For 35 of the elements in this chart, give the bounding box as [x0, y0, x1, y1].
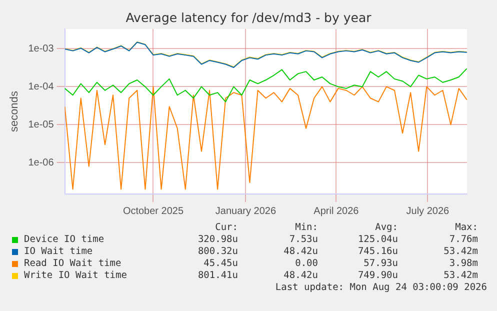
text: 3.98m [448, 258, 478, 270]
text: 48.42u [282, 246, 318, 258]
text: 320.98u [196, 234, 238, 246]
text: Cur: [214, 222, 238, 234]
x-tick-label: April 2026 [314, 206, 360, 217]
text: 0.00 [294, 258, 318, 270]
text: Avg: [374, 222, 398, 234]
text: 53.42m [442, 270, 478, 282]
y-axis-title: seconds [8, 90, 21, 132]
legend-label: Read IO Wait time [23, 258, 122, 270]
text: 57.93u [362, 258, 398, 270]
text: Max: [454, 222, 478, 234]
y-tick-label: 1e-03 [28, 43, 54, 54]
text: 7.53u [288, 234, 318, 246]
y-tick-label: 1e-05 [28, 119, 54, 130]
text: 125.04u [356, 234, 398, 246]
text: 7.76m [448, 234, 478, 246]
y-tick-label: 1e-04 [28, 81, 54, 92]
text: 53.42m [442, 246, 478, 258]
x-tick-label: January 2026 [215, 206, 276, 217]
chart-title: Average latency for /dev/md3 - by year [124, 10, 372, 25]
text: 48.42u [282, 270, 318, 282]
x-tick-label: October 2025 [122, 206, 184, 217]
legend-label: Device IO time [23, 234, 106, 246]
text: Last update: Mon Aug 24 03:00:09 2026 [274, 282, 488, 294]
text: Min: [294, 222, 318, 234]
x-tick-label: July 2026 [406, 206, 450, 217]
text: 801.41u [196, 270, 238, 282]
y-tick-label: 1e-06 [28, 157, 54, 168]
text: 800.32u [196, 246, 238, 258]
legend-label: Write IO Wait time [23, 270, 128, 282]
text: 745.16u [356, 246, 398, 258]
legend-label: IO Wait time [23, 246, 94, 258]
text: 749.90u [356, 270, 398, 282]
text: 45.45u [202, 258, 238, 270]
